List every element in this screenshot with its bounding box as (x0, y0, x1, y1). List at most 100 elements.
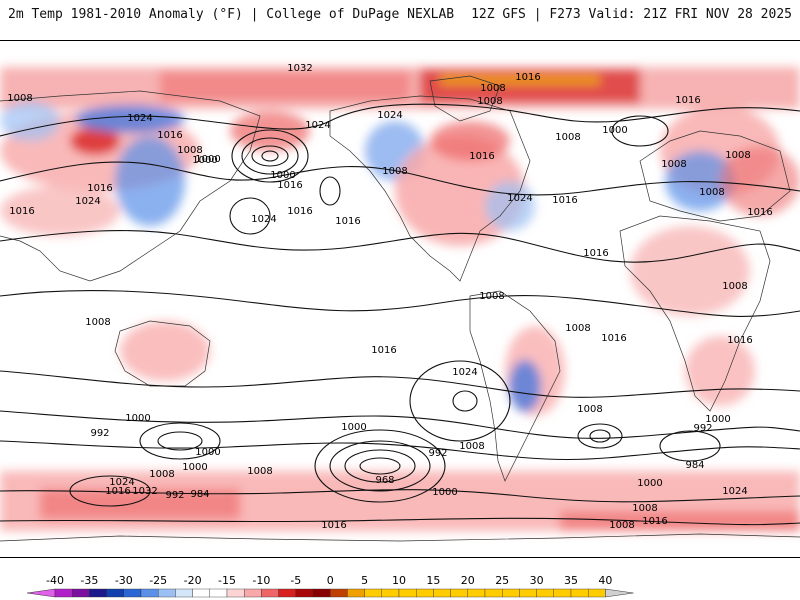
colorbar-tick-label: 15 (426, 574, 440, 587)
colorbar-max-arrow (605, 588, 634, 598)
isobar-label: 1000 (637, 478, 662, 489)
temperature-anomaly-fill (0, 67, 800, 531)
isobar-label: 1008 (177, 145, 202, 156)
colorbar-min-arrow (26, 588, 56, 598)
isobar-label: 1000 (192, 155, 217, 166)
colorbar-swatch (519, 588, 537, 598)
isobar-label: 1016 (515, 72, 540, 83)
isobar-label: 1008 (477, 96, 502, 107)
isobar-label: 1016 (583, 248, 608, 259)
isobar-label: 1016 (157, 130, 182, 141)
colorbar-swatch (157, 588, 176, 598)
isobar-label: 992 (90, 428, 109, 439)
isobar-label: 984 (190, 489, 209, 500)
colorbar-swatches (26, 588, 634, 598)
isobar-label: 1008 (632, 503, 657, 514)
isobar-label: 1008 (382, 166, 407, 177)
colorbar-legend: -40 -35 -30 -25 -20 -15 -10 -5 0 5 10 15 20 25 30 35 40 (0, 570, 800, 600)
map-title: 2m Temp 1981-2010 Anomaly (°F) | College… (8, 7, 455, 22)
isobar-label: 1024 (507, 193, 532, 204)
colorbar-tick-label: 20 (461, 574, 475, 587)
colorbar-tick-label: -10 (252, 574, 270, 587)
colorbar-tick-label: 10 (392, 574, 406, 587)
colorbar-tick-label: -35 (80, 574, 98, 587)
isobar-label: 1008 (609, 520, 634, 531)
isobar-label: 1024 (722, 486, 747, 497)
colorbar-swatch (312, 588, 331, 598)
isobar-label: 1000 (182, 462, 207, 473)
weather-map[interactable]: 1008102410161008100010161024101610321008… (0, 40, 800, 558)
colorbar-swatch (330, 588, 348, 598)
colorbar-swatch (347, 588, 365, 598)
isobar-label: 1016 (335, 216, 360, 227)
colorbar-swatch (484, 588, 503, 598)
isobar-label: 992 (428, 448, 447, 459)
isobar-label: 1008 (7, 93, 32, 104)
isobar-label: 1000 (602, 125, 627, 136)
colorbar-tick-label: -15 (218, 574, 236, 587)
colorbar-swatch (398, 588, 417, 598)
colorbar-swatch (553, 588, 572, 598)
isobar-label: 968 (375, 475, 394, 486)
colorbar-swatch (381, 588, 400, 598)
isobar-label: 1016 (642, 516, 667, 527)
colorbar-swatch (54, 588, 73, 598)
colorbar-swatch (433, 588, 451, 598)
isobar-label: 1008 (699, 187, 724, 198)
colorbar-swatch (295, 588, 314, 598)
isobar-label: 1016 (675, 95, 700, 106)
isobar-contours (0, 103, 800, 526)
colorbar-tick-label: -25 (149, 574, 167, 587)
colorbar-tick-label: 25 (495, 574, 509, 587)
colorbar-swatch (106, 588, 124, 598)
isobar-label: 1016 (552, 195, 577, 206)
isobar-label: 1024 (127, 113, 152, 124)
isobar-label: 1008 (247, 466, 272, 477)
colorbar-tick-label: 40 (598, 574, 612, 587)
isobar-label: 1000 (705, 414, 730, 425)
colorbar-swatch (89, 588, 107, 598)
colorbar-swatch (261, 588, 279, 598)
isobar-label: 1024 (305, 120, 330, 131)
map-header: 2m Temp 1981-2010 Anomaly (°F) | College… (0, 0, 800, 30)
colorbar-swatch (71, 588, 90, 598)
isobar-label: 1024 (377, 110, 402, 121)
isobar-label: 1008 (480, 83, 505, 94)
colorbar-swatch (450, 588, 469, 598)
colorbar-swatch (123, 588, 142, 598)
isobar-label: 1016 (601, 333, 626, 344)
colorbar-tick-label: 35 (564, 574, 578, 587)
isobar-label: 1024 (251, 214, 276, 225)
model-run-info: 12Z GFS | F273 Valid: 21Z FRI NOV 28 202… (471, 7, 792, 22)
colorbar-swatch (192, 588, 211, 598)
isobar-label: 1016 (321, 520, 346, 531)
colorbar: -40 -35 -30 -25 -20 -15 -10 -5 0 5 10 15 20 25 30 35 40 (26, 574, 634, 598)
isobar-label: 1008 (661, 159, 686, 170)
isobar-label: 1008 (555, 132, 580, 143)
isobar-label: 1008 (459, 441, 484, 452)
isobar-label: 1008 (722, 281, 747, 292)
colorbar-swatch (226, 588, 245, 598)
isobar-label: 1000 (125, 413, 150, 424)
colorbar-swatch (416, 588, 434, 598)
isobar-label: 992 (693, 423, 712, 434)
isobar-label: 1000 (270, 170, 295, 181)
colorbar-swatch (243, 588, 262, 598)
isobar-label: 1016 (9, 206, 34, 217)
isobar-label: 1008 (149, 469, 174, 480)
isobar-label: 1000 (195, 447, 220, 458)
isobar-label: 1008 (725, 150, 750, 161)
isobar-label: 1008 (85, 317, 110, 328)
isobar-label: 1008 (577, 404, 602, 415)
isobar-label: 1016 (371, 345, 396, 356)
anomaly-map-canvas: 1008102410161008100010161024101610321008… (0, 41, 800, 557)
colorbar-swatch (570, 588, 589, 598)
colorbar-tick-label: -30 (115, 574, 133, 587)
colorbar-swatch (278, 588, 297, 598)
isobar-label: 1024 (109, 477, 134, 488)
isobar-label: 1016 (747, 207, 772, 218)
colorbar-tick-label: -5 (290, 574, 301, 587)
isobar-label: 1008 (565, 323, 590, 334)
isobar-label: 1016 (87, 183, 112, 194)
isobar-label: 1016 (277, 180, 302, 191)
